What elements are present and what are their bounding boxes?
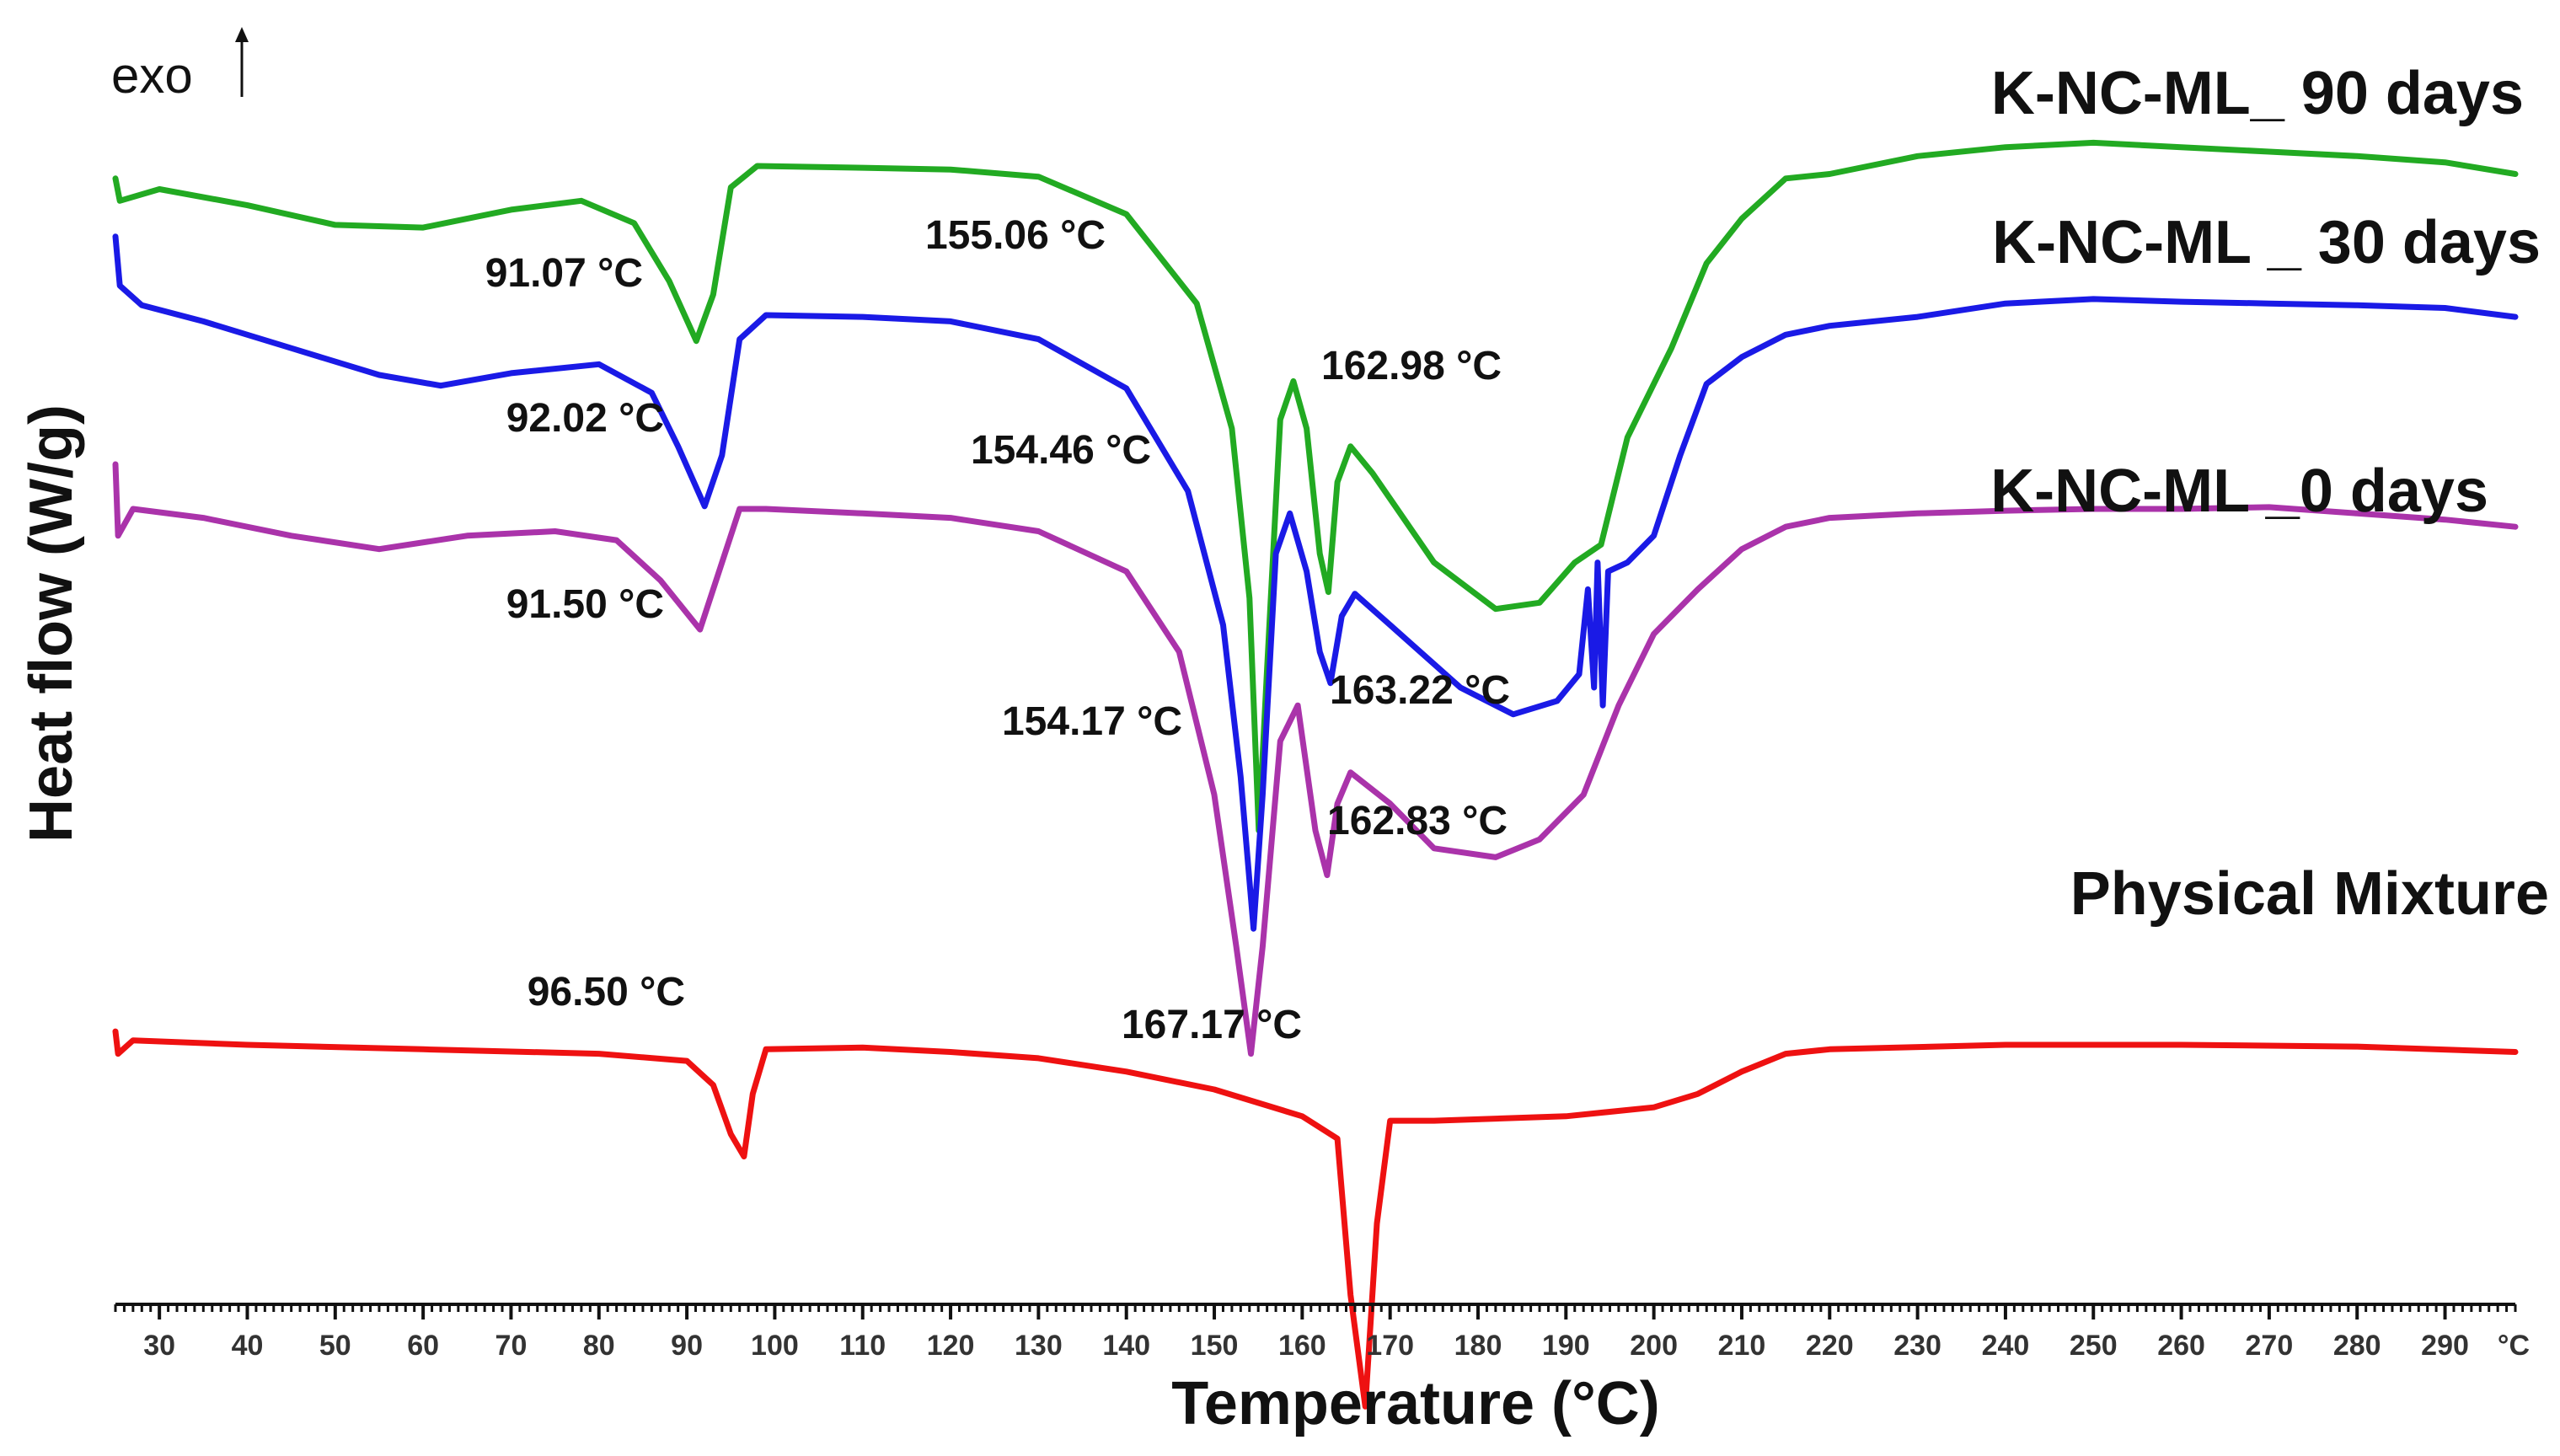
x-tick-label: 220 <box>1806 1330 1854 1362</box>
peak-label-155-06-c: 155.06 °C <box>925 213 1106 258</box>
x-tick-label: 100 <box>751 1330 799 1362</box>
peak-label-163-22-c: 163.22 °C <box>1330 668 1510 713</box>
peak-label-167-17-c: 167.17 °C <box>1122 1003 1302 1047</box>
series-label-k-nc-ml-0-days: K-NC-ML _0 days <box>1990 458 2488 525</box>
x-tick-label: 210 <box>1718 1330 1766 1362</box>
peak-label-92-02-c: 92.02 °C <box>506 396 664 441</box>
x-tick-label: 80 <box>583 1330 615 1362</box>
x-tick-label: 190 <box>1542 1330 1590 1362</box>
x-tick-label: 90 <box>671 1330 703 1362</box>
x-tick-label: 130 <box>1015 1330 1063 1362</box>
series-curve-k-nc-ml-0-days <box>112 461 2519 1057</box>
x-tick-label: 260 <box>2157 1330 2205 1362</box>
exo-label: exo <box>111 47 193 104</box>
x-tick-label: 60 <box>407 1330 439 1362</box>
x-axis-title: Temperature (°C) <box>1171 1370 1660 1437</box>
peak-label-162-98-c: 162.98 °C <box>1321 344 1502 388</box>
curves-layer <box>112 139 2519 1410</box>
peak-label-91-07-c: 91.07 °C <box>485 251 643 296</box>
x-tick-label: 120 <box>927 1330 975 1362</box>
series-curve-physical-mixture <box>112 1028 2519 1410</box>
labels-layer: Temperature (°C) Heat flow (W/g) exo K-NC-M… <box>18 27 2549 1437</box>
x-tick-label: 140 <box>1102 1330 1150 1362</box>
peak-label-96-50-c: 96.50 °C <box>528 970 685 1014</box>
y-axis-title: Heat flow (W/g) <box>18 404 85 843</box>
x-tick-label: 250 <box>2070 1330 2118 1362</box>
x-unit-label: °C <box>2498 1330 2530 1362</box>
peak-label-154-17-c: 154.17 °C <box>1002 699 1182 744</box>
peak-label-162-83-c: 162.83 °C <box>1327 799 1508 843</box>
peak-label-154-46-c: 154.46 °C <box>971 428 1151 473</box>
x-tick-label: 150 <box>1191 1330 1239 1362</box>
x-tick-label: 70 <box>495 1330 528 1362</box>
x-tick-label: 180 <box>1454 1330 1502 1362</box>
series-label-k-nc-ml-30-days: K-NC-ML _ 30 days <box>1992 209 2541 276</box>
series-label-k-nc-ml-90-days: K-NC-ML_ 90 days <box>1991 60 2524 127</box>
x-tick-label: 270 <box>2246 1330 2294 1362</box>
x-tick-label: 170 <box>1366 1330 1414 1362</box>
x-tick-label: 200 <box>1630 1330 1678 1362</box>
x-tick-label: 40 <box>232 1330 264 1362</box>
x-tick-label: 230 <box>1893 1330 1941 1362</box>
x-tick-label: 30 <box>143 1330 175 1362</box>
x-tick-label: 290 <box>2421 1330 2469 1362</box>
series-label-physical-mixture: Physical Mixture <box>2070 860 2549 928</box>
x-axis: 30 40 50 60 70 80 90 100 110 120 130 140 150 160 170 18… <box>114 1303 2530 1362</box>
exo-arrowhead-icon <box>235 27 249 42</box>
x-tick-label: 160 <box>1278 1330 1326 1362</box>
series-curve-k-nc-ml-30-days <box>112 233 2519 932</box>
x-tick-label: 50 <box>319 1330 351 1362</box>
series-curve-k-nc-ml-90-days <box>112 139 2519 834</box>
x-tick-label: 110 <box>839 1330 886 1362</box>
x-tick-label: 280 <box>2333 1330 2381 1362</box>
peak-label-91-50-c: 91.50 °C <box>506 582 664 627</box>
x-tick-label: 240 <box>1982 1330 2030 1362</box>
